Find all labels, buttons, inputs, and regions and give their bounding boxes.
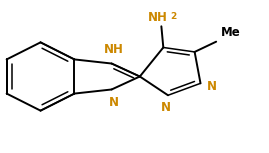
Text: NH: NH	[148, 11, 168, 24]
Text: Me: Me	[221, 26, 240, 39]
Text: N: N	[206, 80, 216, 93]
Text: NH: NH	[104, 43, 123, 56]
Text: 2: 2	[170, 12, 176, 21]
Text: N: N	[109, 96, 119, 109]
Text: N: N	[161, 101, 171, 114]
